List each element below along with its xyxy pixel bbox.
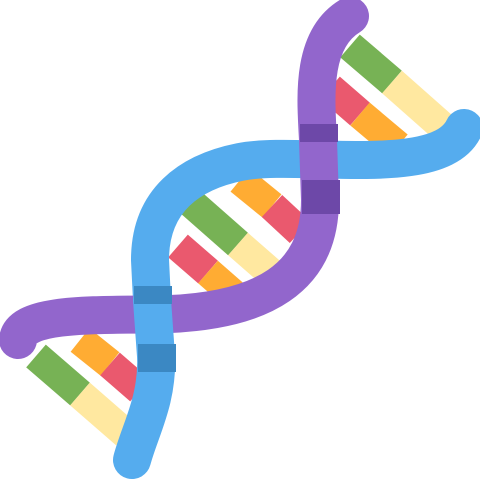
overlap-bands xyxy=(134,124,340,372)
base-pairs-upper xyxy=(320,34,454,158)
base-pairs-lower xyxy=(26,328,150,446)
rung-mid-1 xyxy=(230,168,282,218)
blue-band-low xyxy=(138,344,176,372)
rung-upper-1 xyxy=(340,34,402,94)
purple-band-mid xyxy=(302,180,340,214)
blue-band-mid xyxy=(134,286,172,304)
rung-lower-2b xyxy=(70,382,136,446)
rung-lower-2 xyxy=(26,344,90,406)
rung-lower-1 xyxy=(70,328,120,376)
rung-mid-1b xyxy=(261,195,311,243)
purple-band-top xyxy=(300,124,338,142)
rung-mid-3 xyxy=(168,234,218,284)
blue-strand-upper xyxy=(130,109,480,319)
rung-mid-2 xyxy=(178,188,248,256)
rung-lower-1b xyxy=(100,352,150,402)
purple-strand xyxy=(0,0,369,359)
base-pairs-middle xyxy=(168,168,311,312)
rung-upper-1b xyxy=(382,70,454,140)
